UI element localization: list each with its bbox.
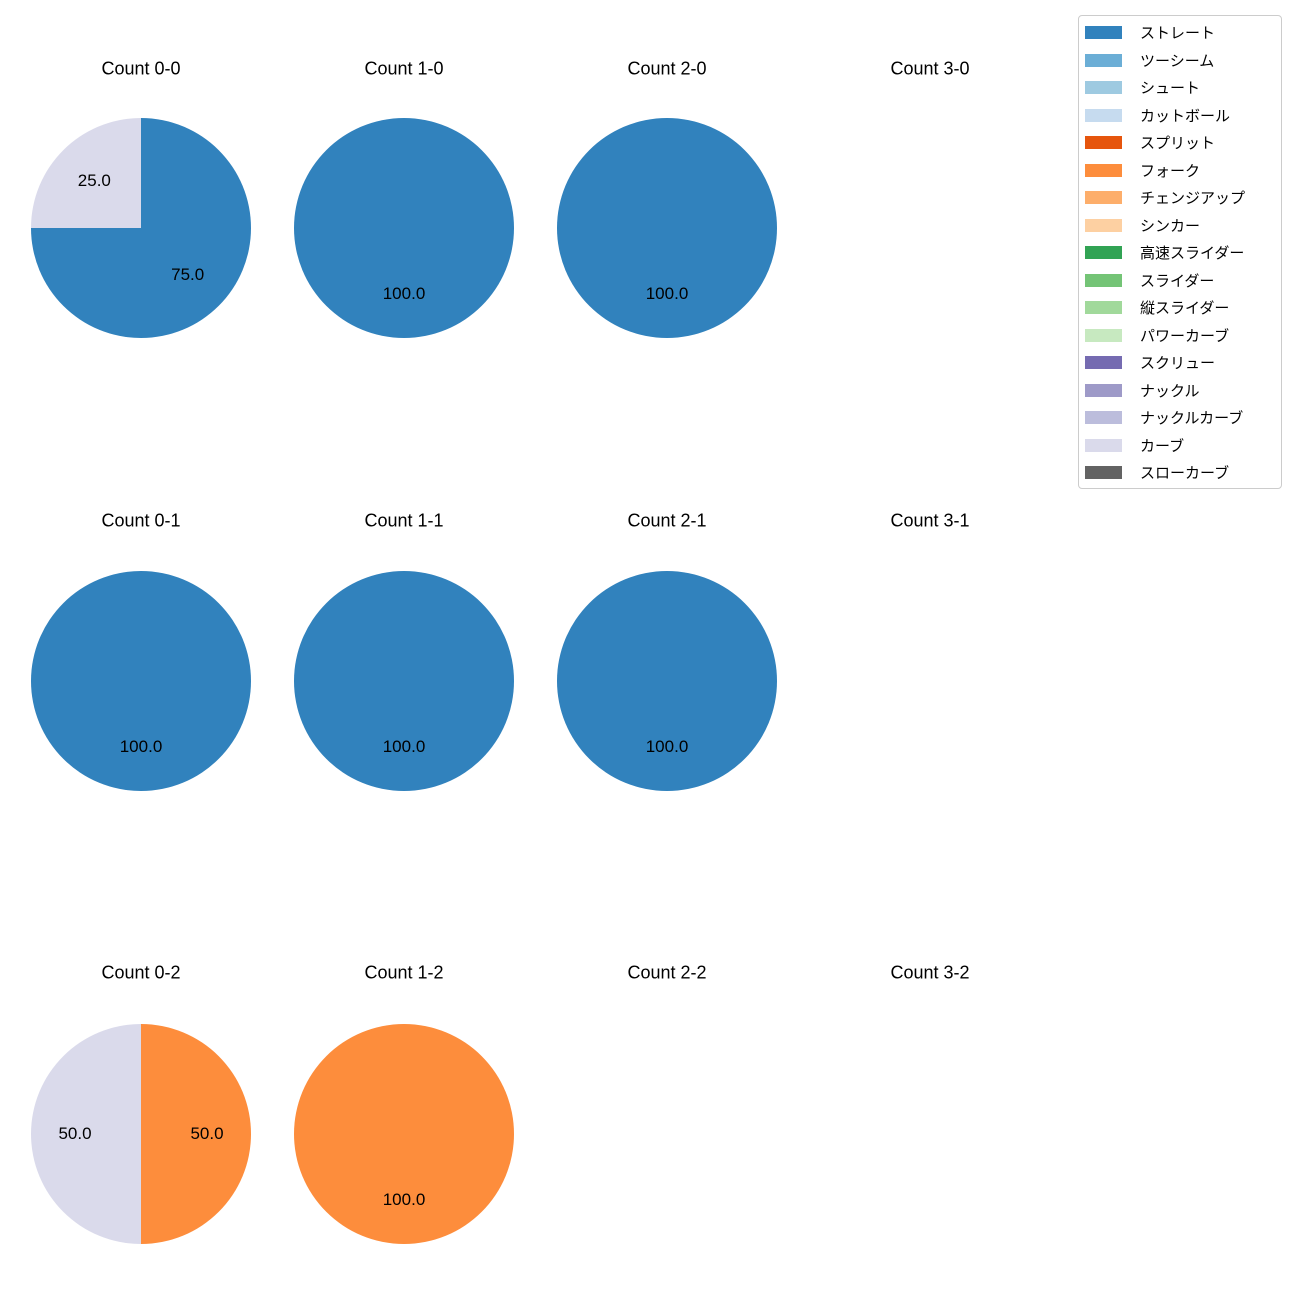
pie-chart: 75.0 25.0	[31, 118, 251, 338]
legend-item-label: スライダー	[1140, 272, 1215, 290]
legend-item-label: 縦スライダー	[1140, 300, 1230, 318]
pie-chart: 100.0	[557, 118, 777, 338]
legend-item-label: スプリット	[1140, 135, 1216, 153]
legend-item-label: シンカー	[1140, 217, 1201, 235]
pie-slice-label: 100.0	[382, 737, 426, 756]
subplot-title: Count 2-1	[627, 510, 707, 531]
subplot-title: Count 0-2	[101, 962, 181, 983]
legend-item-label: スローカーブ	[1140, 465, 1230, 483]
legend-item-label: パワーカーブ	[1140, 327, 1230, 345]
legend-item-label: ツーシーム	[1140, 52, 1215, 70]
pie-chart: 100.0	[294, 1024, 514, 1244]
legend-color-swatch	[1085, 136, 1122, 150]
legend-color-swatch	[1085, 53, 1122, 67]
legend-color-swatch	[1085, 26, 1122, 40]
legend-color-swatch	[1085, 191, 1122, 205]
legend-item: スプリット	[1079, 129, 1281, 157]
legend: ストレートツーシームシュートカットボール スプリットフォークチェンジアップ シンカー…	[1078, 15, 1282, 489]
subplot-title: Count 3-1	[890, 510, 970, 531]
legend-color-swatch	[1085, 438, 1122, 452]
pie-slice-label: 100.0	[645, 284, 689, 303]
pie-chart: 100.0	[294, 118, 514, 338]
legend-item: ナックル	[1079, 377, 1281, 405]
pie-chart: 100.0	[294, 571, 514, 791]
subplot-title: Count 3-2	[890, 962, 970, 983]
legend-item: スクリュー	[1079, 349, 1281, 377]
subplot-title: Count 0-0	[101, 58, 181, 79]
legend-item-label: フォーク	[1140, 162, 1201, 180]
legend-color-swatch	[1085, 466, 1122, 480]
subplot-title: Count 2-0	[627, 58, 707, 79]
subplot-title: Count 1-1	[364, 510, 444, 531]
pie-slice-label: 100.0	[119, 737, 163, 756]
legend-item-label: カットボール	[1140, 107, 1231, 125]
pie-slice-label: 25.0	[77, 171, 111, 191]
legend-item-label: 高速スライダー	[1140, 245, 1245, 263]
pie-slice-label: 50.0	[190, 1124, 224, 1143]
legend-item-label: シュート	[1140, 80, 1201, 98]
legend-item-label: カーブ	[1140, 437, 1185, 455]
legend-item: チェンジアップ	[1079, 184, 1281, 212]
legend-item-label: ナックルカーブ	[1140, 410, 1244, 428]
legend-item: シュート	[1079, 74, 1281, 102]
pie-slice-label: 100.0	[382, 284, 426, 303]
legend-item: カットボール	[1079, 102, 1281, 130]
legend-color-swatch	[1085, 246, 1122, 260]
legend-item: 高速スライダー	[1079, 239, 1281, 267]
legend-color-swatch	[1085, 273, 1122, 287]
legend-color-swatch	[1085, 108, 1122, 122]
legend-item-label: スクリュー	[1140, 355, 1216, 373]
legend-item-label: ストレート	[1140, 25, 1216, 43]
legend-item: シンカー	[1079, 212, 1281, 240]
pie-slice-label: 50.0	[58, 1124, 92, 1143]
legend-item-label: チェンジアップ	[1140, 190, 1246, 208]
legend-color-swatch	[1085, 356, 1122, 370]
legend-color-swatch	[1085, 163, 1122, 177]
pie-chart: 50.0 50.0	[31, 1024, 251, 1244]
legend-item: ストレート	[1079, 19, 1281, 47]
pie-chart: 100.0	[557, 571, 777, 791]
pie-chart: 100.0	[31, 571, 251, 791]
legend-color-swatch	[1085, 81, 1122, 95]
legend-item: スローカーブ	[1079, 459, 1281, 487]
subplot-title: Count 1-2	[364, 962, 444, 983]
legend-item: ナックルカーブ	[1079, 404, 1281, 432]
pie-slice-label: 100.0	[645, 737, 689, 756]
legend-item: パワーカーブ	[1079, 322, 1281, 350]
legend-color-swatch	[1085, 383, 1122, 397]
subplot-title: Count 2-2	[627, 962, 707, 983]
subplot-title: Count 1-0	[364, 58, 444, 79]
legend-item: フォーク	[1079, 157, 1281, 185]
legend-item: ツーシーム	[1079, 47, 1281, 75]
legend-color-swatch	[1085, 328, 1122, 342]
legend-item: カーブ	[1079, 432, 1281, 460]
legend-color-swatch	[1085, 411, 1122, 425]
legend-item: 縦スライダー	[1079, 294, 1281, 322]
pie-slice-label: 100.0	[382, 1190, 426, 1209]
legend-color-swatch	[1085, 218, 1122, 232]
legend-color-swatch	[1085, 301, 1122, 315]
subplot-title: Count 0-1	[101, 510, 181, 531]
legend-item: スライダー	[1079, 267, 1281, 295]
pie-slice-label: 75.0	[171, 264, 205, 284]
legend-item-label: ナックル	[1140, 382, 1200, 400]
subplot-title: Count 3-0	[890, 58, 970, 79]
